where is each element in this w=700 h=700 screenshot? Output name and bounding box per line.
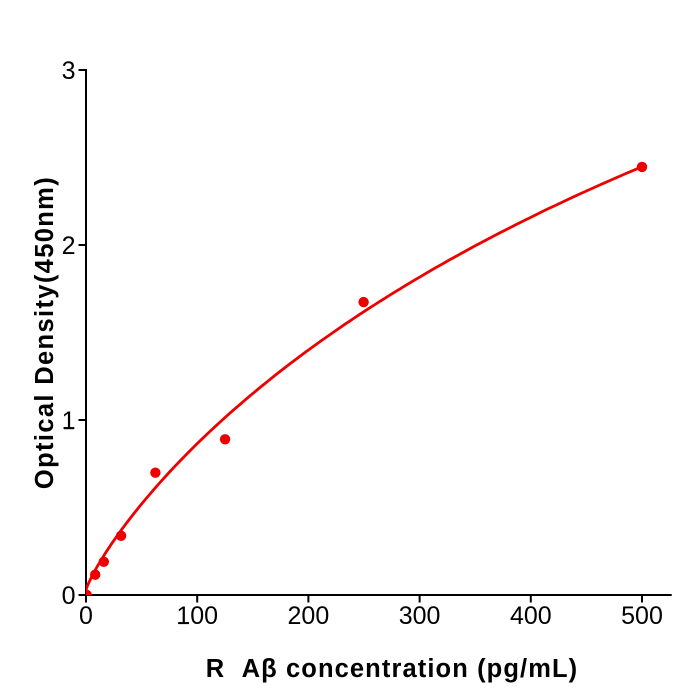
svg-text:200: 200 [288, 602, 330, 630]
svg-text:R Aβ concentration (pg/mL): R Aβ concentration (pg/mL) [206, 655, 579, 683]
svg-text:400: 400 [510, 602, 552, 630]
svg-text:1: 1 [62, 407, 76, 435]
svg-text:0: 0 [79, 602, 93, 630]
svg-text:0: 0 [62, 582, 76, 610]
svg-text:Optical Density(450nm): Optical Density(450nm) [31, 176, 59, 489]
svg-text:500: 500 [621, 602, 663, 630]
svg-text:300: 300 [399, 602, 441, 630]
svg-text:3: 3 [62, 57, 76, 85]
svg-text:2: 2 [62, 232, 76, 260]
svg-text:100: 100 [176, 602, 218, 630]
